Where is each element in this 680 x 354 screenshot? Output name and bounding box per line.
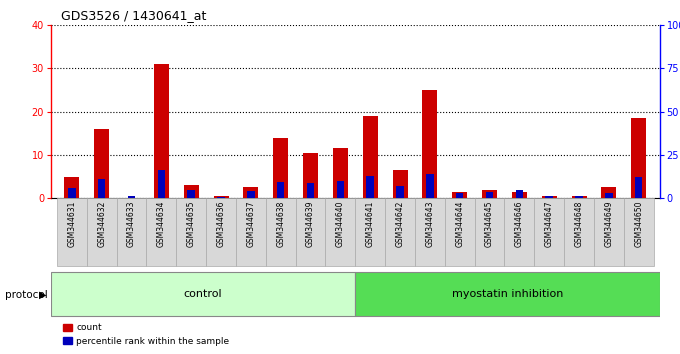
Bar — [482, 190, 497, 198]
Text: GSM344637: GSM344637 — [246, 200, 256, 247]
Bar — [98, 179, 105, 198]
Text: GSM344632: GSM344632 — [97, 200, 106, 247]
Bar — [333, 148, 348, 198]
Bar — [95, 129, 109, 198]
Bar — [456, 193, 464, 198]
Bar — [601, 187, 616, 198]
Bar — [307, 183, 314, 198]
Text: GSM344645: GSM344645 — [485, 200, 494, 247]
Bar — [277, 182, 284, 198]
Text: GDS3526 / 1430641_at: GDS3526 / 1430641_at — [61, 9, 207, 22]
Bar — [515, 190, 523, 198]
Text: GSM344649: GSM344649 — [605, 200, 613, 247]
Bar — [392, 170, 407, 198]
Bar — [247, 191, 254, 198]
Bar — [575, 196, 583, 198]
Bar — [396, 186, 404, 198]
Bar — [337, 181, 344, 198]
Bar — [273, 137, 288, 198]
Text: GSM344642: GSM344642 — [396, 200, 405, 247]
FancyBboxPatch shape — [51, 272, 356, 316]
Bar — [154, 64, 169, 198]
FancyBboxPatch shape — [594, 198, 624, 266]
Bar — [218, 197, 225, 198]
FancyBboxPatch shape — [415, 198, 445, 266]
FancyBboxPatch shape — [87, 198, 117, 266]
Bar — [367, 176, 374, 198]
FancyBboxPatch shape — [445, 198, 475, 266]
FancyBboxPatch shape — [356, 198, 385, 266]
Bar — [188, 190, 195, 198]
FancyBboxPatch shape — [146, 198, 176, 266]
Text: control: control — [184, 289, 222, 299]
Bar — [68, 188, 75, 198]
Bar — [158, 171, 165, 198]
Text: myostatin inhibition: myostatin inhibition — [452, 289, 563, 299]
Bar — [542, 196, 557, 198]
Text: GSM344650: GSM344650 — [634, 200, 643, 247]
Text: GSM344634: GSM344634 — [157, 200, 166, 247]
FancyBboxPatch shape — [266, 198, 296, 266]
Text: GSM344638: GSM344638 — [276, 200, 285, 247]
FancyBboxPatch shape — [624, 198, 653, 266]
FancyBboxPatch shape — [505, 198, 534, 266]
FancyBboxPatch shape — [57, 198, 87, 266]
FancyBboxPatch shape — [326, 198, 356, 266]
FancyBboxPatch shape — [564, 198, 594, 266]
Bar — [214, 196, 228, 198]
Bar — [572, 196, 587, 198]
FancyBboxPatch shape — [296, 198, 326, 266]
Bar — [128, 196, 135, 198]
FancyBboxPatch shape — [356, 272, 660, 316]
Bar — [452, 192, 467, 198]
FancyBboxPatch shape — [385, 198, 415, 266]
FancyBboxPatch shape — [176, 198, 206, 266]
FancyBboxPatch shape — [475, 198, 505, 266]
Text: GSM344643: GSM344643 — [426, 200, 435, 247]
Bar — [303, 153, 318, 198]
Text: GSM344647: GSM344647 — [545, 200, 554, 247]
Text: GSM344636: GSM344636 — [216, 200, 226, 247]
Text: GSM344644: GSM344644 — [455, 200, 464, 247]
Bar — [635, 177, 643, 198]
Bar — [362, 116, 377, 198]
Bar — [605, 193, 613, 198]
Text: GSM344633: GSM344633 — [127, 200, 136, 247]
Bar — [486, 192, 493, 198]
Text: ▶: ▶ — [39, 290, 47, 299]
Text: protocol: protocol — [5, 290, 48, 299]
Bar — [426, 174, 434, 198]
Bar — [631, 118, 646, 198]
Text: GSM344648: GSM344648 — [575, 200, 583, 247]
FancyBboxPatch shape — [236, 198, 266, 266]
Bar — [545, 196, 553, 198]
Bar — [65, 177, 80, 198]
Bar — [243, 187, 258, 198]
Legend: count, percentile rank within the sample: count, percentile rank within the sample — [59, 320, 233, 349]
Bar — [422, 90, 437, 198]
Bar — [184, 185, 199, 198]
Text: GSM344640: GSM344640 — [336, 200, 345, 247]
FancyBboxPatch shape — [534, 198, 564, 266]
Text: GSM344635: GSM344635 — [187, 200, 196, 247]
FancyBboxPatch shape — [117, 198, 146, 266]
Text: GSM344639: GSM344639 — [306, 200, 315, 247]
Text: GSM344631: GSM344631 — [67, 200, 76, 247]
FancyBboxPatch shape — [206, 198, 236, 266]
Bar — [512, 192, 527, 198]
Text: GSM344646: GSM344646 — [515, 200, 524, 247]
Text: GSM344641: GSM344641 — [366, 200, 375, 247]
